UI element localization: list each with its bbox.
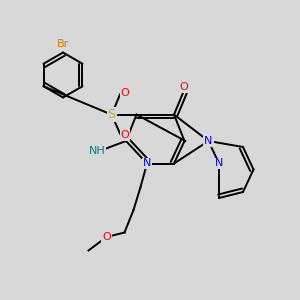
Text: Br: Br <box>57 39 69 49</box>
Text: S: S <box>108 108 116 121</box>
Text: O: O <box>120 130 129 140</box>
Text: N: N <box>143 158 151 169</box>
Text: O: O <box>120 88 129 98</box>
Text: N: N <box>204 136 213 146</box>
Text: O: O <box>102 232 111 242</box>
Text: NH: NH <box>88 146 105 156</box>
Text: N: N <box>215 158 223 169</box>
Text: O: O <box>179 82 188 92</box>
